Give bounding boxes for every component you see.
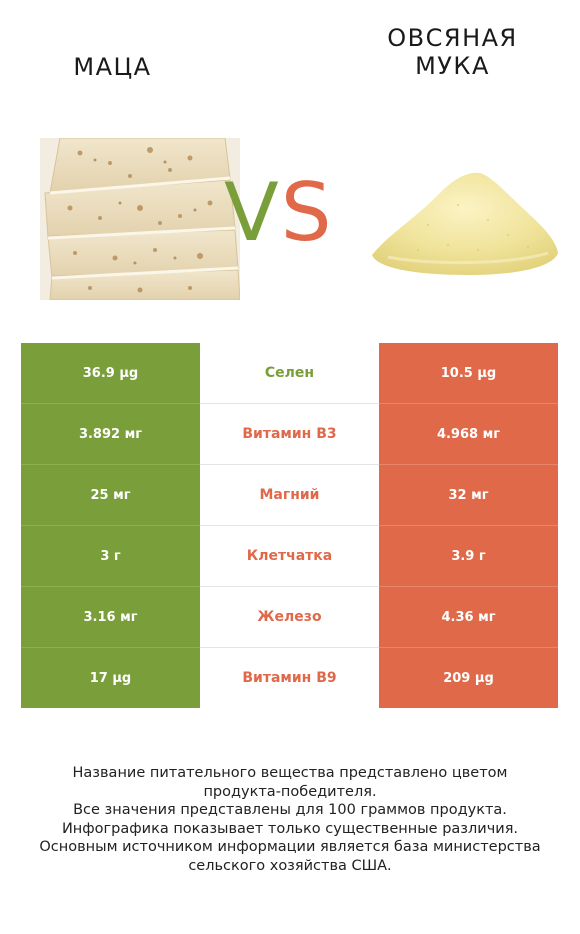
vs-s-letter: S xyxy=(280,166,334,259)
nutrient-name: Витамин B9 xyxy=(200,648,379,708)
right-value: 3.9 г xyxy=(379,525,558,586)
table-row: 3.16 мг Железо 4.36 мг xyxy=(21,586,558,648)
nutrient-name: Клетчатка xyxy=(200,526,379,586)
matzo-image xyxy=(40,138,240,300)
vs-label: VS xyxy=(224,168,354,258)
left-value: 25 мг xyxy=(21,464,200,525)
nutrient-name: Витамин B3 xyxy=(200,404,379,464)
nutrient-name: Магний xyxy=(200,465,379,525)
right-value: 209 µg xyxy=(379,647,558,708)
table-row: 17 µg Витамин B9 209 µg xyxy=(21,647,558,708)
vs-v-letter: V xyxy=(224,166,281,259)
table-row: 25 мг Магний 32 мг xyxy=(21,464,558,526)
table-row: 3.892 мг Витамин B3 4.968 мг xyxy=(21,403,558,465)
oat-flour-image xyxy=(372,172,558,275)
left-value: 3.16 мг xyxy=(21,586,200,647)
left-value: 36.9 µg xyxy=(21,343,200,403)
footer-line: сельского хозяйства США. xyxy=(188,857,392,874)
left-product-title: МАЦА xyxy=(73,53,152,81)
left-value: 3 г xyxy=(21,525,200,586)
footer-line: продукта-победителя. xyxy=(203,783,377,800)
nutrient-name: Селен xyxy=(200,343,379,403)
nutrient-name: Железо xyxy=(200,587,379,647)
table-row: 3 г Клетчатка 3.9 г xyxy=(21,525,558,587)
footer-line: Название питательного вещества представл… xyxy=(72,765,508,781)
right-value: 4.968 мг xyxy=(379,403,558,464)
comparison-table: 36.9 µg Селен 10.5 µg 3.892 мг Витамин B… xyxy=(21,343,558,708)
table-row: 36.9 µg Селен 10.5 µg xyxy=(21,343,558,404)
footer-line: Основным источником информации является … xyxy=(39,839,541,855)
left-value: 3.892 мг xyxy=(21,403,200,464)
right-value: 4.36 мг xyxy=(379,586,558,647)
right-product-title: ОВСЯНАЯ МУКА xyxy=(387,24,518,80)
footer-line: Инфографика показывает только существенн… xyxy=(61,820,519,837)
right-value: 32 мг xyxy=(379,464,558,525)
left-value: 17 µg xyxy=(21,647,200,708)
footer-line: Все значения представлены для 100 граммо… xyxy=(73,802,507,818)
right-value: 10.5 µg xyxy=(379,343,558,403)
footer-notes: Название питательного вещества представл… xyxy=(10,764,570,875)
